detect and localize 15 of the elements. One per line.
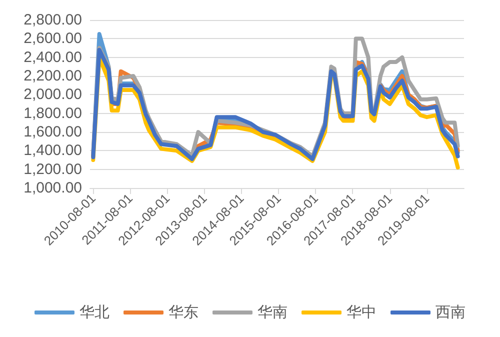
y-tick-label: 2,600.00: [24, 30, 82, 48]
legend-label: 华东: [168, 304, 198, 321]
y-tick-label: 2,200.00: [24, 68, 82, 84]
y-tick-label: 1,600.00: [24, 124, 82, 140]
legend-label: 华北: [80, 304, 110, 321]
y-tick-label: 2,800.00: [24, 12, 82, 28]
y-tick-label: 2,000.00: [24, 86, 82, 104]
legend-label: 华中: [346, 304, 376, 321]
y-tick-label: 1,000.00: [24, 180, 82, 196]
y-tick-label: 1,200.00: [24, 160, 82, 178]
legend-label: 华南: [258, 304, 288, 321]
y-tick-label: 1,400.00: [24, 142, 82, 160]
y-tick-label: 2,400.00: [24, 48, 82, 66]
legend-label: 西南: [436, 304, 466, 321]
y-tick-label: 1,800.00: [24, 104, 82, 122]
